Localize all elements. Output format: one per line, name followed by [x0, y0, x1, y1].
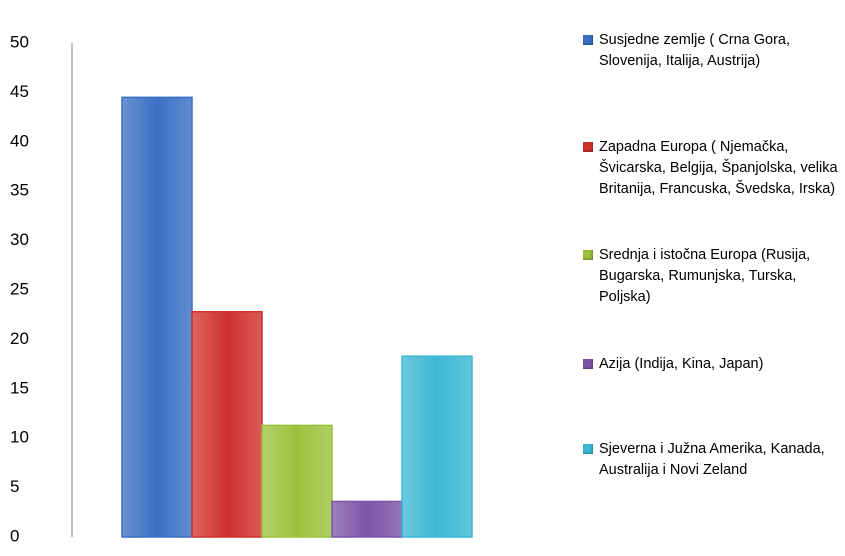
- legend-label: Susjedne zemlje ( Crna Gora, Slovenija, …: [599, 32, 790, 69]
- y-tick-label: 50: [10, 32, 29, 51]
- bar: [121, 96, 193, 538]
- legend-item: Sjeverna i Južna Amerika, Kanada, Austra…: [583, 439, 838, 481]
- legend-marker: [583, 359, 593, 369]
- legend-item: Azija (Indija, Kina, Japan): [583, 354, 838, 375]
- legend-item: Zapadna Europa ( Njemačka, Švicarska, Be…: [583, 137, 838, 200]
- legend-item: Susjedne zemlje ( Crna Gora, Slovenija, …: [583, 30, 838, 72]
- legend-item: Srednja i istočna Europa (Rusija, Bugars…: [583, 245, 838, 308]
- bar: [331, 500, 403, 538]
- legend-label: Sjeverna i Južna Amerika, Kanada, Austra…: [599, 441, 825, 478]
- y-tick-label: 0: [10, 526, 19, 545]
- y-tick-label: 40: [10, 131, 29, 150]
- legend-label: Azija (Indija, Kina, Japan): [599, 356, 764, 372]
- y-tick-label: 45: [10, 82, 29, 101]
- y-tick-label: 20: [10, 329, 29, 348]
- bar: [191, 310, 263, 538]
- y-tick-label: 30: [10, 230, 29, 249]
- bar: [261, 424, 333, 538]
- y-tick-label: 10: [10, 428, 29, 447]
- y-tick-label: 25: [10, 279, 29, 298]
- bar: [401, 355, 473, 538]
- y-tick-label: 15: [10, 378, 29, 397]
- legend-marker: [583, 250, 593, 260]
- legend-marker: [583, 142, 593, 152]
- legend-label: Zapadna Europa ( Njemačka, Švicarska, Be…: [599, 139, 838, 197]
- legend-marker: [583, 35, 593, 45]
- y-tick-label: 5: [10, 477, 19, 496]
- legend-label: Srednja i istočna Europa (Rusija, Bugars…: [599, 247, 811, 305]
- legend-marker: [583, 444, 593, 454]
- y-tick-label: 35: [10, 181, 29, 200]
